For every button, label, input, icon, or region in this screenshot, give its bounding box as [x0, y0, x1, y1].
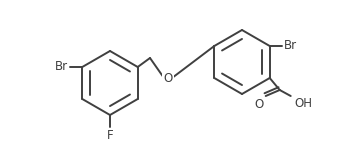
Text: F: F	[107, 129, 113, 142]
Text: O: O	[255, 98, 264, 111]
Text: Br: Br	[284, 39, 297, 53]
Text: O: O	[163, 71, 173, 85]
Text: OH: OH	[295, 97, 313, 110]
Text: Br: Br	[55, 61, 68, 73]
